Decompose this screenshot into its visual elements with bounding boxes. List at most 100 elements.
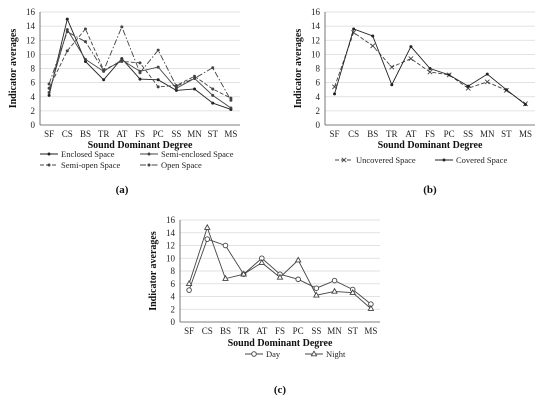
series-0-point-3 xyxy=(389,64,395,70)
panel-label: (b) xyxy=(423,184,437,196)
y-axis-label: Indicator averages xyxy=(293,29,304,109)
y-tick-label: 0 xyxy=(316,120,321,130)
legend-marker-point-3 xyxy=(147,163,151,167)
y-tick-label: 12 xyxy=(311,35,320,45)
series-open-space xyxy=(47,25,233,102)
legend-marker-point-0 xyxy=(251,351,257,357)
x-tick-label: TR xyxy=(238,326,250,336)
series-1-point-7 xyxy=(174,86,178,90)
y-tick-label: 8 xyxy=(31,64,36,74)
series-0-point-2 xyxy=(370,43,376,49)
series-0-point-1 xyxy=(65,17,69,21)
series-1-point-5 xyxy=(276,273,284,280)
series-1-point-1 xyxy=(203,223,211,230)
series-1-point-9 xyxy=(349,288,357,295)
series-1-point-2 xyxy=(83,57,87,61)
series-1-point-8 xyxy=(485,72,489,76)
x-tick-label: BS xyxy=(220,326,231,336)
x-axis-label: Sound Dominant Degree xyxy=(88,140,193,151)
x-tick-label: SF xyxy=(184,326,194,336)
legend-marker-point-1 xyxy=(147,152,151,156)
y-tick-label: 10 xyxy=(166,253,176,263)
x-tick-label: MS xyxy=(224,129,237,139)
y-tick-label: 2 xyxy=(31,106,36,116)
y-tick-label: 16 xyxy=(311,7,321,17)
x-tick-label: PC xyxy=(293,326,304,336)
y-tick-label: 16 xyxy=(26,7,36,17)
series-0-point-1 xyxy=(204,236,211,242)
x-tick-label: SS xyxy=(463,129,473,139)
x-tick-label: PC xyxy=(153,129,164,139)
y-tick-label: 6 xyxy=(171,279,176,289)
y-tick-label: 2 xyxy=(171,304,176,314)
panel-a: 0 2 4 6 8 10 12 14 16 SF CS BS TR AT FS PC SS MN ST MS Indic… xyxy=(8,7,240,196)
x-tick-label: SF xyxy=(330,129,340,139)
series-2-point-0 xyxy=(47,86,51,90)
series-1-point-2 xyxy=(371,34,375,38)
legend-marker-point-0 xyxy=(47,152,51,156)
series-1-point-6 xyxy=(447,73,451,77)
legend-label: Uncovered Space xyxy=(356,155,416,165)
x-tick-label: AT xyxy=(405,129,417,139)
series-2-point-8 xyxy=(193,74,197,78)
legend-entry: Semi-enclosed Space xyxy=(140,149,234,159)
series-1-point-5 xyxy=(428,67,432,70)
series-3-point-1 xyxy=(65,30,69,34)
panel-b: 0 2 4 6 8 10 12 14 16 SF CS BS TR AT FS PC SS MN ST MS Indic… xyxy=(293,7,535,196)
y-tick-label: 10 xyxy=(26,49,36,59)
series-0-point-3 xyxy=(102,78,106,82)
x-tick-label: MS xyxy=(519,129,532,139)
y-tick-label: 6 xyxy=(31,78,36,88)
series-2-point-4 xyxy=(120,59,124,63)
y-tick-label: 0 xyxy=(171,317,176,327)
series-0-point-4 xyxy=(408,56,414,62)
x-tick-label: MN xyxy=(327,326,342,336)
x-tick-label: AT xyxy=(256,326,268,336)
x-tick-label: MN xyxy=(480,129,495,139)
series-0-point-0 xyxy=(186,287,192,293)
x-tick-label: ST xyxy=(501,129,512,139)
series-0-point-8 xyxy=(331,277,338,284)
legend-label: Night xyxy=(326,349,346,359)
series-0-point-8 xyxy=(484,79,490,85)
y-tick-label: 8 xyxy=(316,64,321,74)
legend-label: Day xyxy=(266,349,281,359)
y-tick-label: 4 xyxy=(316,92,321,102)
x-tick-label: SF xyxy=(44,129,54,139)
series-0-point-7 xyxy=(174,88,178,92)
x-tick-label: CS xyxy=(62,129,73,139)
y-tick-label: 4 xyxy=(171,292,176,302)
y-tick-label: 12 xyxy=(26,35,35,45)
series-1-point-0 xyxy=(47,91,51,95)
x-tick-label: CS xyxy=(348,129,359,139)
series-0-point-6 xyxy=(295,276,301,283)
series-3-point-3 xyxy=(102,69,106,73)
x-tick-label: FS xyxy=(425,129,435,139)
series-1-point-10 xyxy=(523,103,527,107)
legend-marker-point-1 xyxy=(442,158,446,162)
y-tick-label: 0 xyxy=(31,120,36,130)
legend-entry: Uncovered Space xyxy=(335,155,416,165)
y-tick-label: 10 xyxy=(311,49,321,59)
series-0-point-7 xyxy=(313,285,320,291)
series-0-point-7 xyxy=(465,85,471,91)
legend-label: Enclosed Space xyxy=(61,149,115,159)
legend-entry: Night xyxy=(305,349,346,359)
series-0-point-8 xyxy=(193,87,197,91)
series-1-point-10 xyxy=(367,304,375,311)
x-tick-label: SS xyxy=(171,129,181,139)
series-1-point-3 xyxy=(240,270,248,277)
series-0-point-2 xyxy=(83,59,87,63)
x-tick-label: MS xyxy=(364,326,377,336)
x-tick-label: BS xyxy=(367,129,378,139)
y-tick-label: 8 xyxy=(171,266,176,276)
series-0-point-9 xyxy=(211,101,215,105)
series-1-point-10 xyxy=(229,106,233,110)
series-1-point-9 xyxy=(504,88,508,92)
series-3-point-10 xyxy=(229,98,233,102)
series-3-point-8 xyxy=(193,76,197,80)
series-3-point-6 xyxy=(156,48,160,52)
series-2-point-9 xyxy=(211,87,215,91)
y-axis-label: Indicator averages xyxy=(148,231,159,311)
